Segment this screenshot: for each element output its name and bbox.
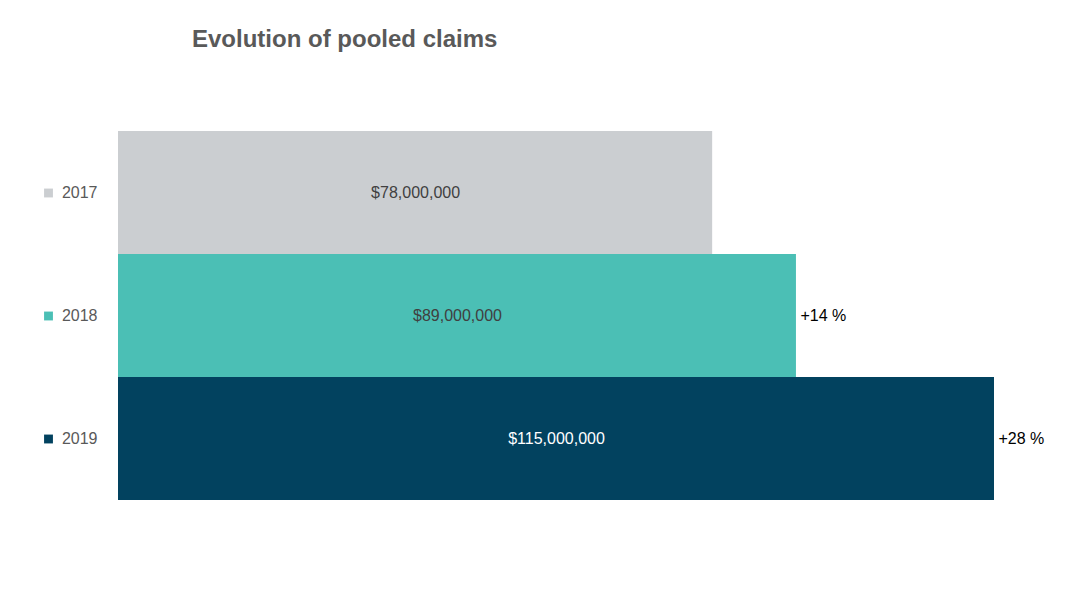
svg-text:2017: 2017 [62,184,98,201]
svg-text:+28 %: +28 % [999,430,1045,447]
svg-text:2019: 2019 [62,430,98,447]
svg-text:$78,000,000: $78,000,000 [371,184,460,201]
svg-text:+14 %: +14 % [800,307,846,324]
svg-text:$89,000,000: $89,000,000 [413,307,502,324]
svg-text:$115,000,000: $115,000,000 [508,430,605,447]
svg-text:2018: 2018 [62,307,98,324]
html-text:Evolution of pooled claims: Evolution of pooled claims [192,25,498,52]
